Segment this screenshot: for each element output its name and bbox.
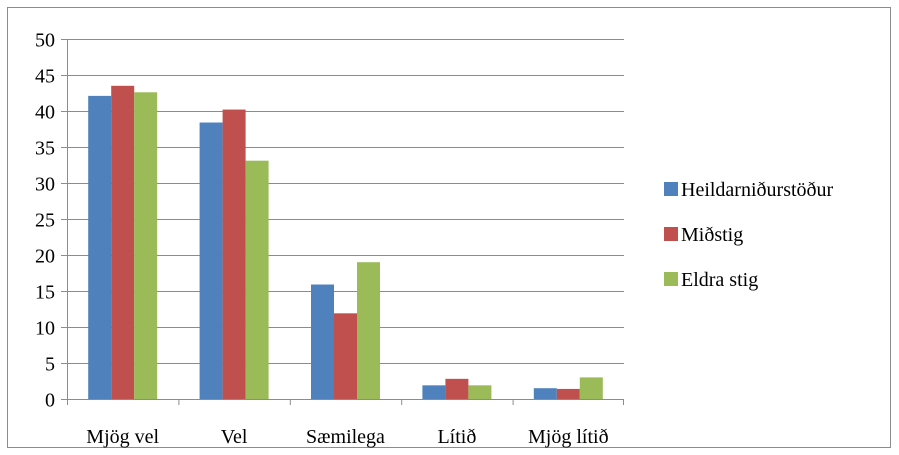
x-category-label: Vel bbox=[221, 426, 248, 448]
y-tick-label: 50 bbox=[35, 30, 55, 52]
y-tick-label: 30 bbox=[35, 174, 55, 196]
gridlines bbox=[67, 39, 624, 364]
bar bbox=[88, 95, 112, 399]
y-axis-ticks: 0 5 10 15 20 25 30 35 40 45 50 bbox=[35, 30, 67, 412]
bar bbox=[357, 262, 380, 399]
y-tick-label: 35 bbox=[35, 138, 55, 160]
bar bbox=[334, 313, 357, 399]
y-tick-label: 45 bbox=[35, 66, 55, 88]
bar bbox=[422, 385, 446, 399]
x-category-label: Lítið bbox=[437, 426, 476, 448]
y-tick-label: 10 bbox=[35, 318, 55, 340]
bar bbox=[445, 378, 469, 399]
bar bbox=[556, 388, 580, 399]
x-category-label: Sæmilega bbox=[306, 426, 385, 448]
bar bbox=[468, 385, 492, 399]
y-tick-label: 25 bbox=[35, 210, 55, 232]
bar bbox=[111, 85, 135, 400]
x-category-label: Mjög lítið bbox=[528, 426, 609, 448]
y-tick-label: 40 bbox=[35, 102, 55, 124]
bar bbox=[245, 160, 269, 399]
bar bbox=[533, 388, 557, 399]
bar bbox=[311, 284, 334, 399]
x-axis-categories: Mjög vel Vel Sæmilega Lítið Mjög lítið bbox=[67, 399, 624, 448]
legend-swatch bbox=[664, 272, 678, 286]
y-tick-label: 5 bbox=[45, 354, 55, 376]
bar bbox=[199, 122, 223, 400]
legend-label: Eldra stig bbox=[681, 269, 758, 291]
legend-label: Heildarniðurstöður bbox=[681, 179, 834, 201]
y-tick-label: 15 bbox=[35, 282, 55, 304]
bar bbox=[222, 109, 246, 399]
bar bbox=[134, 92, 158, 399]
legend-label: Miðstig bbox=[681, 224, 743, 246]
legend-swatch bbox=[664, 227, 678, 241]
axes bbox=[67, 39, 624, 400]
bars bbox=[88, 85, 603, 400]
legend: Heildarniðurstöður Miðstig Eldra stig bbox=[664, 179, 834, 291]
legend-swatch bbox=[664, 182, 678, 196]
y-tick-label: 20 bbox=[35, 246, 55, 268]
x-category-label: Mjög vel bbox=[86, 426, 159, 448]
y-tick-label: 0 bbox=[45, 390, 55, 412]
bar bbox=[579, 377, 603, 399]
